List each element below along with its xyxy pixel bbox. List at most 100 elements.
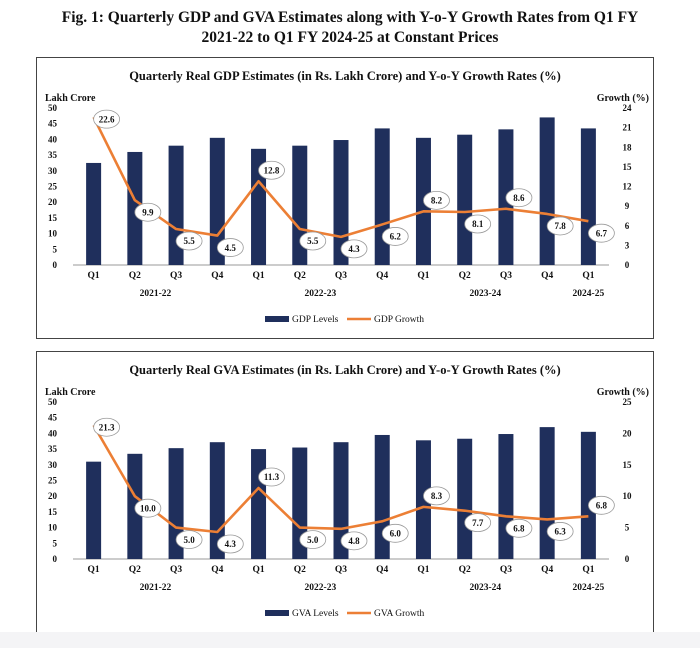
gdp-growth-data-label: 4.5 xyxy=(225,243,237,253)
gva-left-tick-label: 15 xyxy=(48,507,58,517)
gva-right-tick-label: 15 xyxy=(623,460,633,470)
gva-growth-line xyxy=(92,424,589,534)
gdp-year-label: 2022-23 xyxy=(305,289,337,299)
gdp-bar xyxy=(209,137,225,265)
gdp-growth-line xyxy=(92,116,589,239)
gva-category-label: Q2 xyxy=(294,565,306,575)
gdp-growth-data-label: 6.2 xyxy=(390,232,402,242)
gdp-right-tick-label: 3 xyxy=(625,240,630,250)
gdp-growth-data-label: 9.9 xyxy=(142,207,154,217)
gdp-legend-bar-swatch xyxy=(265,316,289,322)
gdp-growth-data-label: 8.1 xyxy=(472,219,484,229)
gva-category-label: Q4 xyxy=(541,565,553,575)
gdp-bar xyxy=(333,140,349,265)
gva-left-tick-label: 40 xyxy=(48,428,58,438)
gdp-growth-bubble xyxy=(258,160,285,180)
gdp-legend-bar-label: GDP Levels xyxy=(292,315,339,325)
gdp-category-label: Q3 xyxy=(500,271,512,281)
gdp-left-tick-label: 5 xyxy=(53,244,58,254)
gdp-category-label: Q4 xyxy=(541,271,553,281)
gva-growth-bubble xyxy=(340,531,368,551)
gdp-growth-bubble xyxy=(93,109,121,129)
gva-chart: Quarterly Real GVA Estimates (in Rs. Lak… xyxy=(45,363,649,619)
gva-chart-panel: Quarterly Real GVA Estimates (in Rs. Lak… xyxy=(36,351,654,633)
gdp-category-label: Q4 xyxy=(211,271,223,281)
gdp-legend-line-label: GDP Growth xyxy=(374,315,424,325)
gva-left-tick-label: 45 xyxy=(48,413,58,423)
gdp-left-tick-label: 25 xyxy=(48,182,58,192)
gva-growth-bubble xyxy=(216,534,244,554)
gdp-bar xyxy=(580,128,596,265)
gva-category-label: Q2 xyxy=(129,565,141,575)
gdp-left-tick-label: 35 xyxy=(48,150,58,160)
gdp-category-label: Q3 xyxy=(335,271,347,281)
gva-growth-bubble xyxy=(299,530,327,550)
figure-title-line-1: Fig. 1: Quarterly GDP and GVA Estimates … xyxy=(61,9,639,26)
gva-growth-bubble xyxy=(93,417,121,437)
gdp-right-tick-label: 15 xyxy=(623,162,633,172)
gva-left-axis-label: Lakh Crore xyxy=(45,387,96,398)
gva-bar xyxy=(580,431,596,559)
gdp-right-tick-label: 21 xyxy=(623,123,633,133)
gdp-bar xyxy=(86,162,102,265)
gdp-growth-bubble xyxy=(464,214,492,234)
gdp-category-label: Q1 xyxy=(252,271,264,281)
page-bottom-strip xyxy=(0,632,700,648)
gva-category-label: Q2 xyxy=(459,565,471,575)
gva-growth-data-label: 8.3 xyxy=(431,491,443,501)
gva-category-label: Q1 xyxy=(252,565,264,575)
gva-right-tick-label: 10 xyxy=(623,491,633,501)
gva-growth-data-label: 6.3 xyxy=(555,527,567,537)
gva-left-tick-label: 30 xyxy=(48,460,58,470)
gdp-chart-title: Quarterly Real GDP Estimates (in Rs. Lak… xyxy=(129,69,561,83)
gva-category-label: Q1 xyxy=(88,565,100,575)
gdp-left-tick-label: 40 xyxy=(48,134,58,144)
gdp-bar xyxy=(374,128,390,265)
gva-year-label: 2022-23 xyxy=(305,583,337,593)
gdp-growth-bubble xyxy=(423,190,450,210)
gdp-growth-bubble xyxy=(587,223,615,243)
gdp-left-axis-label: Lakh Crore xyxy=(45,93,96,104)
gva-growth-bubble xyxy=(134,498,162,518)
gva-left-tick-label: 20 xyxy=(48,491,58,501)
gva-left-tick-label: 0 xyxy=(53,554,58,564)
gdp-growth-data-label: 6.7 xyxy=(596,228,608,238)
figure-title-line-2: 2021-22 to Q1 FY 2024-25 at Constant Pri… xyxy=(201,29,499,46)
gdp-growth-data-label: 22.6 xyxy=(99,114,115,124)
gdp-growth-data-label: 7.8 xyxy=(555,221,567,231)
gdp-growth-data-label: 4.3 xyxy=(348,244,360,254)
gdp-left-tick-label: 45 xyxy=(48,119,58,129)
gva-growth-data-label: 7.7 xyxy=(472,518,484,528)
gva-growth-data-label: 5.0 xyxy=(183,535,195,545)
gva-year-label: 2021-22 xyxy=(140,583,172,593)
gdp-right-tick-label: 6 xyxy=(625,221,630,231)
gva-bar xyxy=(251,449,267,559)
gva-left-tick-label: 35 xyxy=(48,444,58,454)
gva-growth-data-label: 6.8 xyxy=(596,500,608,510)
gdp-bar xyxy=(127,151,143,265)
gdp-growth-data-label: 5.5 xyxy=(183,236,195,246)
gva-right-axis-label: Growth (%) xyxy=(597,387,649,398)
gva-legend-bar-label: GVA Levels xyxy=(292,609,339,619)
gva-bar xyxy=(457,438,473,559)
gva-growth-bubble xyxy=(464,513,492,533)
gdp-bar xyxy=(457,134,473,265)
gdp-category-label: Q3 xyxy=(170,271,182,281)
gdp-category-label: Q4 xyxy=(376,271,388,281)
gdp-category-label: Q1 xyxy=(417,271,429,281)
gdp-left-tick-label: 0 xyxy=(53,260,58,270)
gdp-category-label: Q2 xyxy=(294,271,306,281)
gdp-growth-bubble xyxy=(175,231,203,251)
gva-bar xyxy=(498,434,514,559)
gdp-growth-data-label: 5.5 xyxy=(307,236,319,246)
gdp-left-tick-label: 30 xyxy=(48,166,58,176)
gdp-chart-panel: Quarterly Real GDP Estimates (in Rs. Lak… xyxy=(36,57,654,339)
gva-growth-data-label: 11.3 xyxy=(264,472,280,482)
gdp-growth-data-label: 12.8 xyxy=(264,165,280,175)
gdp-right-tick-label: 9 xyxy=(625,201,630,211)
gdp-right-tick-label: 0 xyxy=(625,260,630,270)
gva-growth-data-label: 5.0 xyxy=(307,535,319,545)
gva-left-tick-label: 10 xyxy=(48,523,58,533)
gdp-right-tick-label: 24 xyxy=(623,103,633,113)
figure-title: Fig. 1: Quarterly GDP and GVA Estimates … xyxy=(0,8,700,48)
